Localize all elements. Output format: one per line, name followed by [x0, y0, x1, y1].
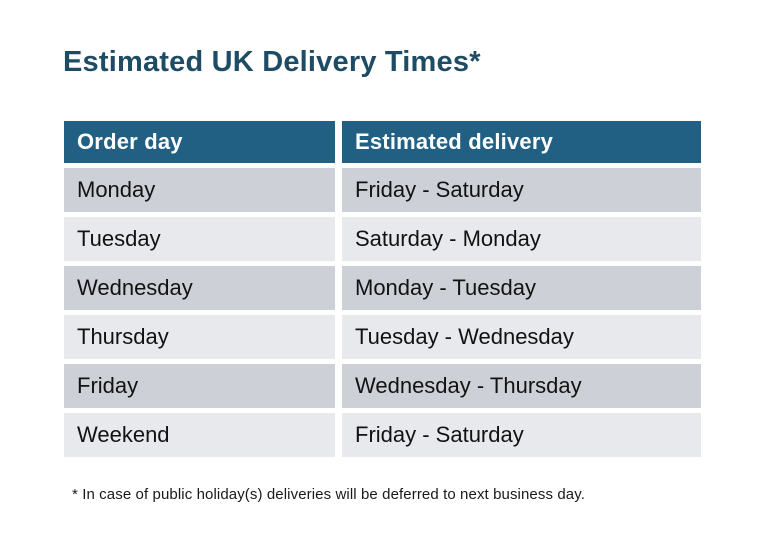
table-cell-order-day: Tuesday — [64, 217, 335, 261]
table-cell-estimated-delivery: Monday - Tuesday — [342, 266, 701, 310]
table-cell-estimated-delivery: Friday - Saturday — [342, 168, 701, 212]
table-cell-order-day: Monday — [64, 168, 335, 212]
column-header-order-day: Order day — [64, 121, 335, 163]
table-cell-estimated-delivery: Friday - Saturday — [342, 413, 701, 457]
table-cell-estimated-delivery: Tuesday - Wednesday — [342, 315, 701, 359]
delivery-times-table: Order day Estimated delivery Monday Frid… — [64, 121, 701, 457]
page-title: Estimated UK Delivery Times* — [63, 46, 481, 78]
table-cell-estimated-delivery: Saturday - Monday — [342, 217, 701, 261]
column-header-estimated-delivery: Estimated delivery — [342, 121, 701, 163]
table-cell-estimated-delivery: Wednesday - Thursday — [342, 364, 701, 408]
table-cell-order-day: Thursday — [64, 315, 335, 359]
footnote: * In case of public holiday(s) deliverie… — [72, 486, 585, 503]
table-cell-order-day: Weekend — [64, 413, 335, 457]
table-cell-order-day: Friday — [64, 364, 335, 408]
table-cell-order-day: Wednesday — [64, 266, 335, 310]
